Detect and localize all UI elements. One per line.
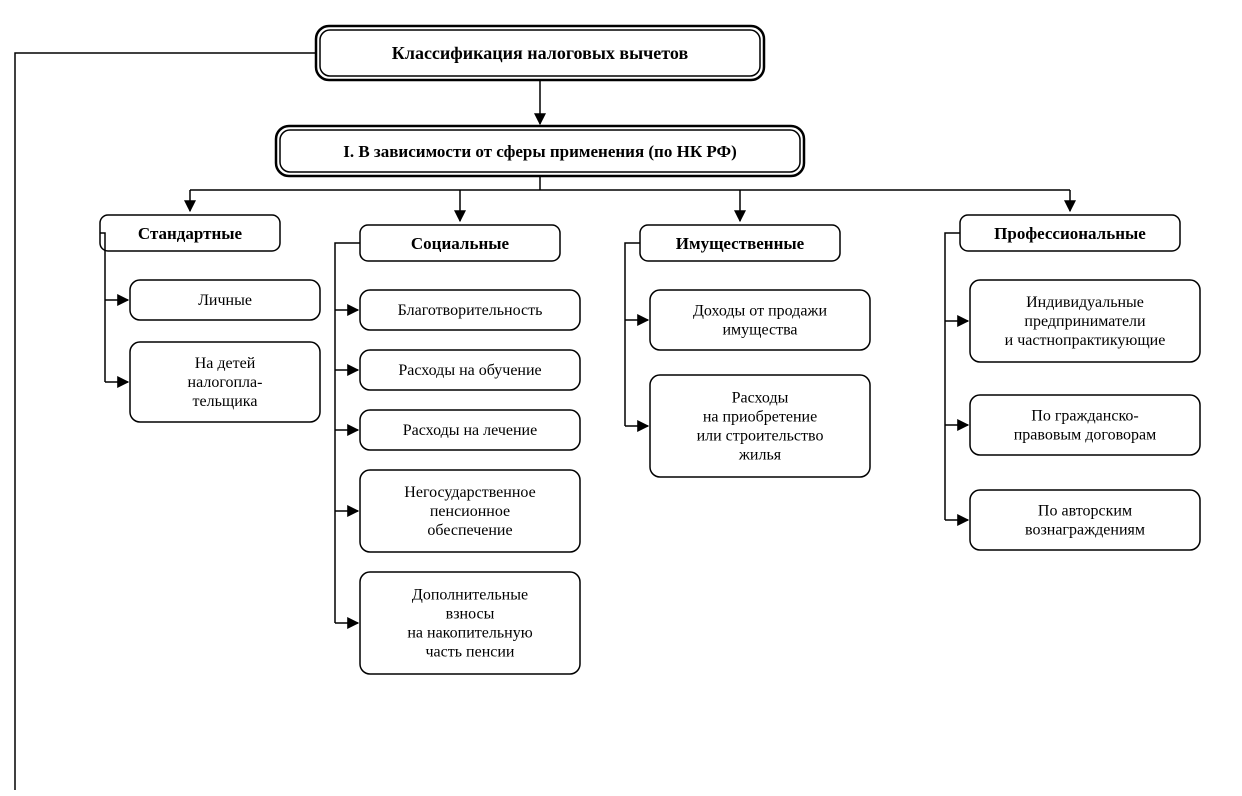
cat-soc-label: Социальные <box>411 234 510 253</box>
item-prof-0-label: Индивидуальныепредпринимателии частнопра… <box>1005 294 1166 349</box>
root-label: Классификация налоговых вычетов <box>392 43 689 63</box>
level1-label: I. В зависимости от сферы применения (по… <box>343 142 737 161</box>
item-prof-1 <box>970 395 1200 455</box>
cat-prof-label: Профессиональные <box>994 224 1146 243</box>
item-std-0-label: Личные <box>198 292 252 309</box>
item-prof-2 <box>970 490 1200 550</box>
item-prof-2-label: По авторскимвознаграждениям <box>1025 503 1145 539</box>
cat-std-label: Стандартные <box>138 224 243 243</box>
item-soc-4-label: Дополнительныевзносына накопительнуючаст… <box>407 587 532 661</box>
cat-prop-label: Имущественные <box>676 234 805 253</box>
item-std-1-label: На детейналогопла-тельщика <box>188 355 263 410</box>
item-soc-1-label: Расходы на обучение <box>398 362 541 379</box>
item-prof-1-label: По гражданско-правовым договорам <box>1014 408 1157 444</box>
item-soc-0-label: Благотворительность <box>398 302 543 319</box>
tax-deduction-classification-diagram: Классификация налоговых вычетов I. В зави… <box>0 0 1242 796</box>
item-soc-2-label: Расходы на лечение <box>403 422 537 439</box>
item-prop-0 <box>650 290 870 350</box>
